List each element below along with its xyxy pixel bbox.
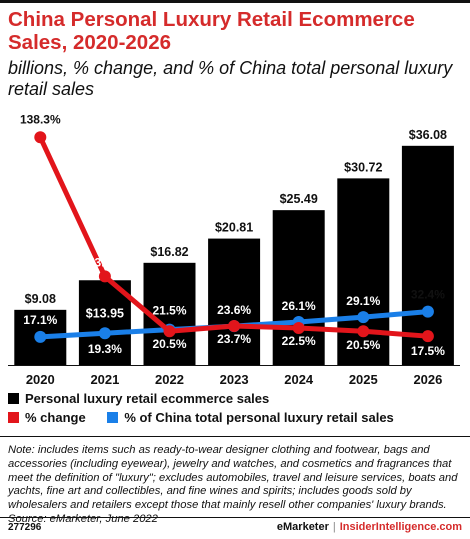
change-point-2022	[163, 325, 176, 338]
share-label-2025: 29.1%	[346, 294, 380, 308]
change-point-2026	[421, 330, 434, 343]
legend-item-sales: Personal luxury retail ecommerce sales	[8, 391, 269, 406]
legend-label-change: % change	[25, 410, 86, 425]
legend-row-2: % change % of China total personal luxur…	[8, 410, 412, 426]
bar-label-2022: $16.82	[150, 245, 188, 259]
change-label-2026: 17.5%	[411, 344, 445, 358]
legend-label-sales: Personal luxury retail ecommerce sales	[25, 391, 270, 406]
footer-brand: eMarketer | InsiderIntelligence.com	[277, 521, 462, 533]
top-rule	[0, 0, 470, 3]
legend-item-change: % change	[8, 410, 86, 425]
legend-swatch-share	[107, 412, 119, 423]
note-text: Note: includes items such as ready-to-we…	[8, 444, 458, 512]
legend-swatch-change	[8, 412, 19, 423]
bar-label-2020: $9.08	[25, 292, 56, 306]
source-text: Source: eMarketer, June 2022	[8, 512, 158, 525]
chart-id: 277296	[8, 522, 42, 533]
change-point-2023	[228, 319, 241, 332]
share-label-2021: 19.3%	[88, 342, 122, 356]
brand-separator: |	[332, 521, 336, 533]
share-point-2026	[421, 305, 434, 318]
change-label-2022: 20.5%	[152, 337, 186, 351]
bar-2023	[208, 238, 261, 365]
share-label-2023: 23.6%	[217, 303, 251, 317]
legend-swatch-sales	[8, 393, 19, 404]
change-point-2020	[34, 131, 47, 144]
change-point-2025	[357, 325, 370, 338]
share-label-2026: 32.4%	[411, 288, 445, 302]
x-tick-2020: 2020	[26, 372, 55, 386]
share-point-2025	[357, 311, 370, 324]
site-link[interactable]: InsiderIntelligence.com	[339, 521, 462, 533]
brand-name: eMarketer	[276, 521, 329, 533]
chart-title: China Personal Luxury Retail Ecommerce S…	[8, 8, 415, 54]
x-tick-2022: 2022	[155, 372, 184, 386]
note: Note: includes items such as ready-to-we…	[8, 444, 464, 527]
divider-note	[0, 436, 470, 437]
bar-label-2026: $36.08	[409, 128, 447, 142]
x-tick-2023: 2023	[220, 372, 249, 386]
bar-2026	[401, 145, 454, 365]
change-label-2025: 20.5%	[346, 338, 380, 352]
bar-label-2021: $13.95	[86, 306, 124, 320]
x-tick-2024: 2024	[284, 372, 314, 386]
divider-footer	[0, 517, 470, 518]
share-label-2022: 21.5%	[152, 304, 186, 318]
legend-row-1: Personal luxury retail ecommerce sales	[8, 391, 287, 407]
x-tick-2025: 2025	[349, 372, 378, 386]
share-label-2020: 17.1%	[23, 313, 57, 327]
change-label-2020: 138.3%	[20, 112, 61, 126]
change-point-2021	[98, 270, 111, 283]
x-tick-2021: 2021	[90, 372, 119, 386]
chart-subtitle: billions, % change, and % of China total…	[8, 58, 453, 99]
legend-item-share: % of China total personal luxury retail …	[107, 410, 394, 425]
share-point-2020	[34, 330, 47, 343]
change-label-2023: 23.7%	[217, 332, 251, 346]
bar-label-2025: $30.72	[344, 160, 382, 174]
share-label-2024: 26.1%	[282, 299, 316, 313]
bar-2024	[272, 210, 325, 365]
x-tick-2026: 2026	[413, 372, 442, 386]
share-point-2021	[98, 327, 111, 340]
change-label-2021: 53.8%	[88, 255, 122, 269]
change-point-2024	[292, 321, 305, 334]
chart: 2020 2021 2022 2023 2024 2025 2026 $9.08 $13.95 $…	[8, 112, 460, 386]
change-label-2024: 22.5%	[282, 334, 316, 348]
bar-label-2024: $25.49	[280, 192, 318, 206]
legend-label-share: % of China total personal luxury retail …	[124, 410, 394, 425]
bar-label-2023: $20.81	[215, 221, 253, 235]
